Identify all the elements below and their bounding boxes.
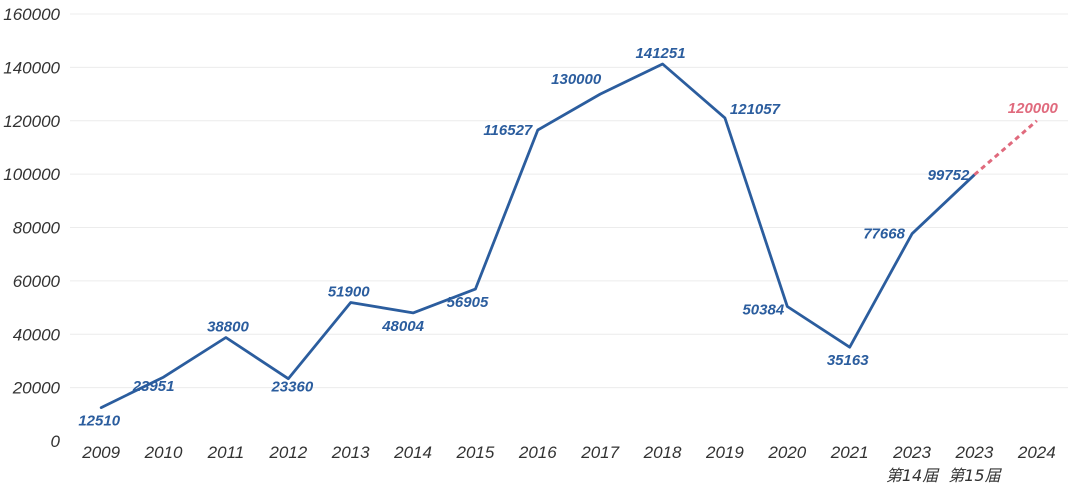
data-label: 35163 [827,352,869,369]
data-label: 77668 [863,226,905,243]
y-tick-label: 100000 [3,165,60,184]
data-label: 116527 [483,122,533,139]
data-label: 121057 [730,101,781,118]
main-series-line [99,62,976,410]
x-axis-tick-labels: 2009 2010 2011 2012 2013 2014 2015 2016 2017 2018… [81,443,1055,485]
x-tick-label: 2023 [892,443,931,462]
data-label: 12510 [78,413,120,430]
x-tick-label: 2010 [144,443,183,462]
gridlines [70,13,1068,389]
y-tick-label: 40000 [13,325,61,344]
data-label: 48004 [381,318,424,335]
x-tick-label: 2020 [767,443,806,462]
y-tick-label: 160000 [3,5,60,24]
x-tick-label: 2013 [331,443,370,462]
data-label: 23951 [132,378,175,395]
projection-series-line [973,119,1038,176]
y-tick-label: 120000 [3,112,60,131]
data-label: 50384 [742,302,784,319]
data-label: 141251 [636,45,686,62]
data-labels: 12510 23951 38800 23360 51900 48004 56905 11652… [78,45,1058,430]
series-lines [99,62,1038,410]
x-tick-label: 2015 [456,443,495,462]
x-tick-sublabel: 第14届 [886,466,940,485]
y-tick-label: 60000 [13,272,61,291]
data-label: 99752 [928,167,970,184]
x-tick-label: 2023 [955,443,994,462]
x-tick-label: 2009 [81,443,120,462]
data-label: 38800 [207,318,249,335]
x-tick-label: 2016 [518,443,557,462]
x-tick-label: 2014 [393,443,432,462]
y-tick-label: 20000 [12,379,61,398]
data-label: 23360 [270,379,313,396]
x-tick-label: 2011 [207,443,245,462]
x-tick-label: 2012 [268,443,307,462]
y-tick-label: 80000 [13,219,61,238]
x-tick-sublabel: 第15届 [948,466,1002,485]
x-tick-label: 2017 [580,443,619,462]
data-label: 51900 [328,283,370,300]
x-tick-label: 2018 [643,443,682,462]
y-tick-label: 0 [51,432,61,451]
y-axis-tick-labels: 0 20000 40000 60000 80000 100000 120000 140000 1… [3,5,60,451]
x-tick-label: 2024 [1017,443,1056,462]
projection-data-label: 120000 [1008,100,1059,117]
data-label: 56905 [447,294,489,311]
y-tick-label: 140000 [3,58,60,77]
data-label: 130000 [551,71,602,88]
x-tick-label: 2019 [705,443,744,462]
x-tick-label: 2021 [830,443,869,462]
